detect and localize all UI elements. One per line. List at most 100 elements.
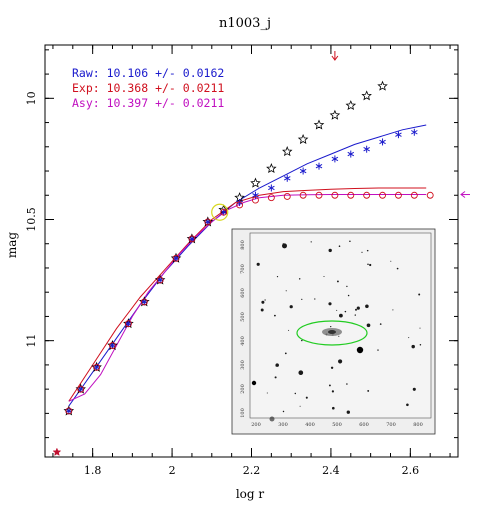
circle-marker bbox=[77, 385, 85, 393]
asterisk-stroke bbox=[236, 200, 243, 205]
asterisk-stroke bbox=[172, 256, 180, 261]
inset-star bbox=[310, 241, 312, 243]
star-marker bbox=[313, 119, 325, 130]
inset-image-area bbox=[249, 232, 432, 419]
inset-x-tick-label: 800 bbox=[413, 422, 423, 428]
inset-x-tick-label: 600 bbox=[359, 422, 369, 428]
inset-star bbox=[367, 263, 369, 266]
inset-y-tick-label: 400 bbox=[240, 336, 246, 346]
inset-star bbox=[298, 278, 301, 280]
inset-star bbox=[406, 403, 409, 407]
inset-star bbox=[298, 370, 304, 376]
asterisk-marker bbox=[156, 276, 164, 284]
asterisk-stroke bbox=[299, 168, 307, 174]
inset-y-tick-label: 700 bbox=[240, 264, 246, 274]
y-tick-label: 10.5 bbox=[25, 207, 38, 232]
inset-star bbox=[338, 335, 340, 337]
inset-star bbox=[346, 410, 350, 414]
inset-star bbox=[301, 339, 303, 342]
asterisk-marker bbox=[347, 150, 355, 158]
asterisk-marker bbox=[93, 363, 100, 371]
legend-entry: Asy: 10.397 +/- 0.0211 bbox=[72, 96, 224, 110]
inset-star bbox=[369, 263, 372, 267]
inset-x-tick-label: 500 bbox=[332, 422, 342, 428]
asterisk-marker bbox=[188, 235, 196, 243]
circle-marker bbox=[109, 342, 116, 349]
asterisk-marker bbox=[395, 131, 402, 139]
circle-marker bbox=[93, 363, 101, 371]
x-tick-label: 1.8 bbox=[84, 464, 102, 477]
asterisk-stroke bbox=[188, 236, 196, 242]
circle-marker bbox=[379, 191, 386, 199]
inset-y-tick-label: 600 bbox=[240, 288, 246, 298]
circle-marker bbox=[204, 218, 212, 226]
annotations bbox=[52, 51, 470, 456]
circle-marker bbox=[236, 201, 244, 209]
circle-marker bbox=[315, 191, 323, 199]
x-tick-label: 2.4 bbox=[322, 464, 340, 477]
circle-marker bbox=[172, 254, 180, 262]
inset-star bbox=[355, 308, 357, 311]
circle-marker bbox=[267, 194, 275, 202]
arrow-head bbox=[331, 55, 339, 61]
asterisk-marker bbox=[363, 145, 370, 153]
asterisk-stroke bbox=[77, 386, 85, 392]
circle-marker bbox=[124, 320, 132, 328]
inset-star bbox=[418, 293, 421, 296]
arrow-head bbox=[460, 191, 466, 198]
asterisk-marker bbox=[125, 320, 132, 328]
circle-marker bbox=[220, 208, 228, 216]
circle-marker bbox=[331, 191, 339, 199]
asterisk-marker bbox=[77, 385, 85, 393]
asterisk-stroke bbox=[65, 408, 73, 414]
asterisk-stroke bbox=[125, 321, 132, 326]
data-points bbox=[63, 80, 434, 416]
asterisk-marker bbox=[220, 208, 227, 216]
asterisk-stroke bbox=[411, 130, 418, 135]
asterisk-stroke bbox=[268, 185, 275, 191]
inset-star bbox=[305, 396, 308, 399]
star-marker bbox=[282, 146, 293, 157]
inset-star bbox=[328, 384, 331, 387]
asterisk-marker bbox=[268, 184, 275, 192]
inset-star bbox=[260, 308, 264, 312]
circle-marker bbox=[426, 191, 434, 199]
inset-star bbox=[419, 327, 421, 329]
asterisk-stroke bbox=[204, 219, 212, 225]
inset-bright-star bbox=[269, 416, 275, 422]
inset-star bbox=[367, 389, 370, 392]
asterisk-stroke bbox=[315, 163, 323, 169]
asterisk-stroke bbox=[156, 277, 164, 283]
y-axis-label: mag bbox=[5, 232, 19, 259]
inset-star bbox=[354, 314, 356, 316]
asterisk-marker bbox=[65, 407, 73, 415]
inset-star bbox=[274, 376, 277, 379]
inset-y-tick-label: 100 bbox=[240, 408, 246, 418]
inset-star bbox=[275, 363, 279, 367]
inset-star bbox=[274, 314, 276, 317]
inset-star bbox=[377, 349, 379, 351]
inset-bright-star bbox=[251, 380, 257, 386]
inset-star bbox=[336, 280, 339, 283]
inset-star bbox=[288, 329, 290, 331]
legend-entry: Exp: 10.368 +/- 0.0211 bbox=[72, 81, 224, 95]
inset-star bbox=[328, 248, 332, 253]
asterisk-stroke bbox=[363, 147, 370, 152]
inset-x-tick-label: 300 bbox=[278, 422, 288, 428]
inset-star bbox=[411, 344, 415, 349]
x-tick-label: 2.6 bbox=[402, 464, 420, 477]
legend-entry: Raw: 10.106 +/- 0.0162 bbox=[72, 66, 224, 80]
asterisk-stroke bbox=[347, 151, 355, 157]
star-marker bbox=[266, 163, 277, 174]
inset-y-tick-label: 300 bbox=[240, 360, 246, 370]
inset-star bbox=[266, 392, 268, 394]
inset-star bbox=[261, 300, 265, 304]
inset-star bbox=[365, 304, 369, 309]
circle-marker bbox=[252, 196, 259, 204]
asterisk-marker bbox=[379, 138, 386, 146]
star-marker bbox=[361, 90, 372, 101]
inset-star bbox=[282, 243, 284, 245]
inset-x-tick-label: 200 bbox=[251, 422, 261, 428]
inset-star bbox=[347, 294, 350, 297]
